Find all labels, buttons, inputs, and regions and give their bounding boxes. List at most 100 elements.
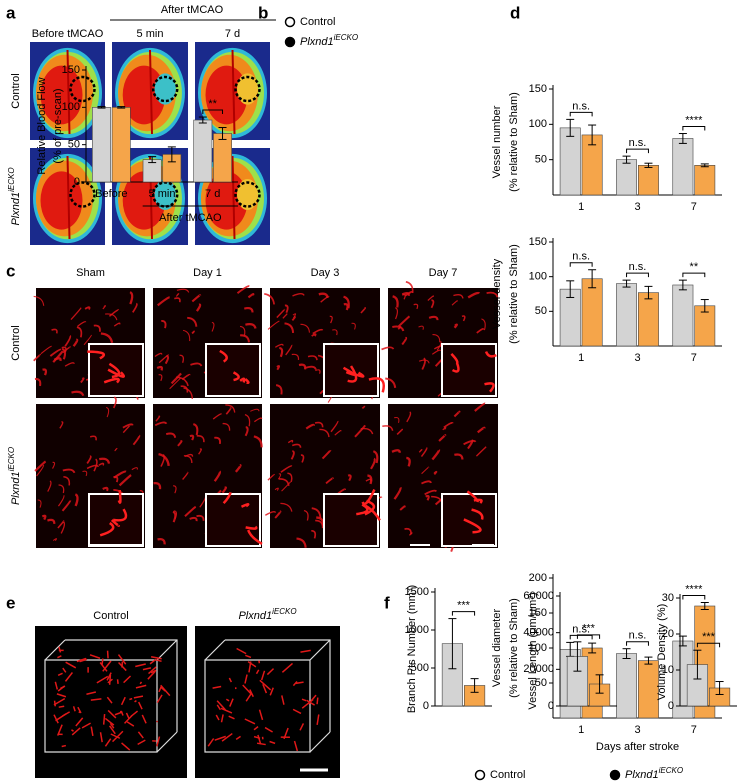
vessel — [51, 328, 58, 334]
vessel — [72, 338, 79, 347]
vessel — [60, 521, 66, 534]
vessel — [275, 343, 284, 348]
y-tick-label: 50 — [535, 154, 547, 166]
vessel — [86, 464, 100, 470]
vessel — [311, 507, 322, 519]
vessel — [191, 330, 196, 335]
vessel — [436, 340, 442, 351]
vessel — [41, 514, 47, 521]
inset-vessel — [245, 525, 258, 530]
row-label-main: Control — [10, 73, 22, 108]
vessel — [52, 538, 57, 542]
vessel — [253, 417, 263, 423]
significance-bracket — [569, 634, 593, 640]
significance-label: **** — [685, 114, 703, 126]
vessel — [274, 510, 282, 519]
significance-label: n.s. — [629, 630, 647, 642]
vessel — [59, 421, 64, 429]
x-tick-label: 7 — [691, 201, 697, 213]
inset-vessel — [463, 518, 482, 534]
column-label: Sham — [76, 267, 105, 279]
vessel — [93, 324, 101, 332]
vessel — [33, 295, 45, 306]
vessel — [236, 285, 250, 294]
vessel-3d — [71, 729, 74, 732]
significance-label: *** — [457, 600, 471, 612]
vessel — [98, 462, 105, 466]
vessel — [372, 450, 379, 464]
vessel — [212, 413, 223, 420]
vessel-3d — [212, 685, 222, 689]
column-label: 5 min — [137, 28, 164, 40]
bar — [111, 107, 131, 183]
vessel-3d — [258, 709, 264, 721]
vessel — [453, 323, 458, 329]
vessel — [303, 509, 309, 521]
vessel-3d — [316, 697, 319, 705]
column-label: Day 7 — [429, 267, 458, 279]
inset-vessel — [484, 382, 495, 393]
vessel-3d — [221, 732, 233, 742]
vessel-3d — [110, 733, 121, 739]
bar — [581, 278, 603, 347]
inset-vessel — [244, 378, 250, 385]
volume-box — [44, 639, 178, 753]
vessel — [105, 313, 118, 321]
vessel — [122, 423, 134, 429]
vessel-3d — [228, 715, 235, 720]
vessel-3d — [135, 663, 146, 668]
vessel — [475, 446, 487, 457]
x-tick-label: 3 — [634, 724, 640, 736]
y-tick-label: 0 — [74, 176, 80, 188]
vessel — [428, 315, 439, 321]
vessel — [399, 505, 406, 511]
y-tick-label: 20000 — [523, 663, 554, 675]
bar — [616, 653, 637, 719]
vessel-3d — [292, 708, 302, 715]
vessel — [300, 454, 305, 463]
vessel-3d — [281, 662, 294, 673]
vessel — [182, 329, 191, 342]
ischemic-zone — [154, 178, 176, 211]
vessel — [33, 353, 42, 362]
vessel-3d — [281, 695, 285, 705]
vessel-3d — [108, 725, 116, 735]
vessel — [42, 368, 48, 376]
y-tick-label: 100 — [529, 118, 547, 130]
vessel — [393, 486, 402, 500]
vessel — [486, 291, 499, 298]
vessel-3d — [79, 658, 88, 663]
vessel — [179, 354, 185, 363]
y-tick-label: 0 — [668, 700, 674, 712]
inset — [323, 343, 379, 397]
vessel — [307, 355, 318, 361]
vessel — [239, 325, 246, 336]
y-tick-label: 200 — [529, 572, 547, 584]
vessel — [351, 322, 356, 330]
vessel-3d — [244, 674, 248, 684]
vessel — [211, 321, 215, 332]
vessel — [451, 300, 458, 306]
vessel — [421, 480, 432, 485]
vessel — [275, 384, 283, 395]
vessel — [476, 328, 485, 334]
vessel — [225, 404, 236, 413]
y-tick-label: 60000 — [523, 590, 554, 602]
vessel-3d — [62, 667, 67, 673]
inset-vessel — [222, 491, 232, 505]
vessel-3d — [108, 674, 112, 685]
legend-label-main: Control — [300, 16, 335, 28]
vessel — [52, 461, 56, 469]
bar — [672, 284, 694, 347]
vessel — [438, 434, 447, 442]
vessel-3d — [299, 723, 305, 731]
vessel-3d — [65, 661, 77, 669]
significance-bracket — [682, 272, 706, 278]
vessel — [240, 334, 250, 343]
vessel — [213, 470, 222, 482]
vessel-3d — [220, 714, 224, 723]
vessel — [105, 406, 110, 418]
y-tick-label: 100 — [62, 101, 80, 113]
vessel-3d — [207, 738, 215, 747]
